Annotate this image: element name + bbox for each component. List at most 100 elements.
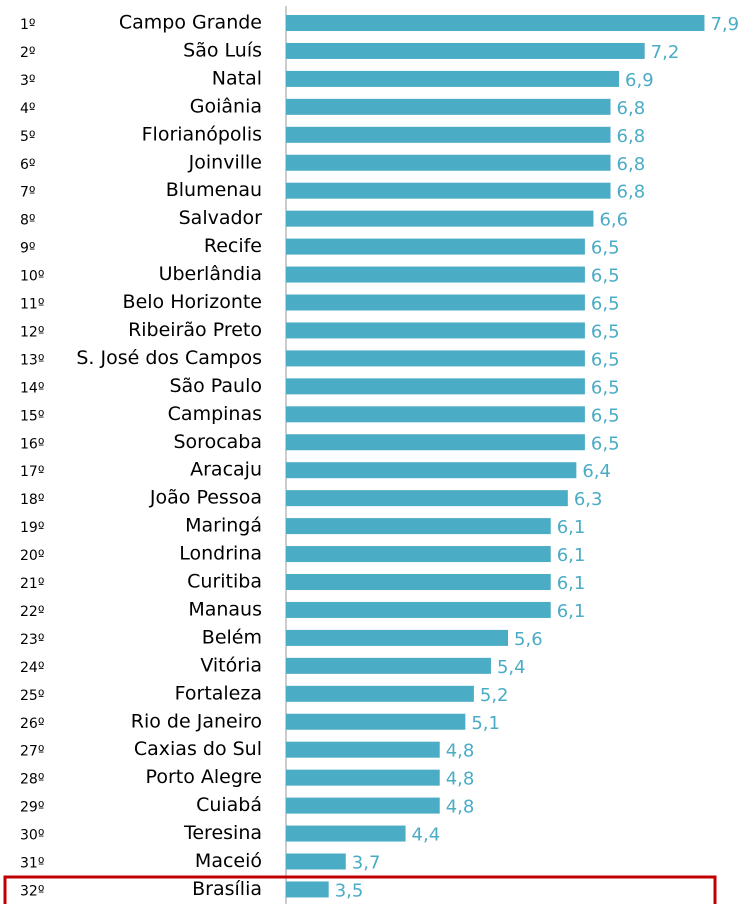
value-label: 5,6 [514,629,543,650]
rank-label: 30º [20,828,44,844]
rank-label: 12º [20,324,44,340]
value-label: 5,2 [480,685,509,706]
value-label: 6,8 [617,126,646,147]
category-label: Caxias do Sul [134,738,262,760]
category-label: Maceió [195,850,262,872]
value-label: 3,7 [352,853,381,874]
value-label: 6,5 [591,433,620,454]
value-label: 6,1 [557,545,586,566]
value-label: 6,9 [625,70,654,91]
bar [286,378,585,395]
value-label: 3,5 [335,880,364,901]
rank-label: 25º [20,688,44,704]
rank-label: 7º [20,185,36,201]
value-label: 7,2 [651,42,680,63]
bar [286,406,585,423]
value-label: 6,5 [591,405,620,426]
highlight-box [3,875,717,904]
bar [286,797,440,814]
rank-label: 31º [20,856,44,872]
category-label: Ribeirão Preto [128,319,262,341]
bar [286,42,645,59]
rank-label: 17º [20,464,44,480]
bar [286,154,611,171]
value-label: 6,5 [591,238,620,259]
value-label: 6,4 [582,461,611,482]
bar [286,518,551,535]
bar [286,713,466,730]
value-label: 6,5 [591,377,620,398]
rank-label: 27º [20,744,44,760]
value-label: 6,8 [617,182,646,203]
rank-label: 26º [20,716,44,732]
rank-label: 28º [20,772,44,788]
category-label: São Luís [183,39,262,61]
category-label: Uberlândia [159,263,262,285]
rank-label: 29º [20,800,44,816]
category-label: João Pessoa [149,487,262,509]
bar [286,601,551,618]
value-label: 5,4 [497,657,526,678]
category-label: Aracaju [190,459,262,481]
rank-label: 3º [20,73,36,89]
value-label: 4,4 [412,825,441,846]
bar [286,434,585,451]
category-label: Porto Alegre [146,766,262,788]
rank-label: 2º [20,45,36,61]
value-label: 6,5 [591,321,620,342]
category-label: Sorocaba [174,431,263,453]
value-label: 6,1 [557,601,586,622]
category-label: São Paulo [169,375,262,397]
value-label: 6,8 [617,98,646,119]
bar [286,98,611,115]
category-label: Brasília [192,878,262,900]
bar [286,238,585,255]
category-label: Florianópolis [142,123,262,145]
category-label: Goiânia [190,95,262,117]
rank-label: 9º [20,241,36,257]
bar [286,15,705,31]
rank-label: 5º [20,129,36,145]
rank-label: 15º [20,408,44,424]
category-label: Cuiabá [196,794,262,816]
rank-label: 1º [20,17,36,33]
rank-label: 22º [20,604,44,620]
value-label: 7,9 [710,14,739,35]
rank-label: 32º [20,883,44,899]
rank-label: 23º [20,632,44,648]
bar [286,182,611,199]
rank-label: 6º [20,157,36,173]
category-label: Rio de Janeiro [131,710,262,732]
rank-label: 13º [20,352,44,368]
category-label: Joinville [188,151,262,173]
bar [286,657,491,674]
rank-label: 14º [20,380,44,396]
category-label: Campinas [168,403,262,425]
rank-label: 4º [20,101,36,117]
rank-label: 16º [20,436,44,452]
bar [286,294,585,311]
bar [286,685,474,702]
rank-label: 18º [20,492,44,508]
bar [286,350,585,367]
bar [286,322,585,339]
bar [286,574,551,590]
value-label: 6,5 [591,266,620,287]
value-label: 4,8 [446,797,475,818]
bar [286,853,346,870]
rank-label: 10º [20,269,44,285]
value-label: 6,5 [591,294,620,315]
rank-label: 20º [20,548,44,564]
category-label: Recife [204,235,262,257]
category-label: Londrina [179,543,262,565]
category-label: Maringá [185,515,262,537]
category-label: Natal [212,67,262,89]
value-label: 6,5 [591,349,620,370]
rank-label: 11º [20,297,44,313]
bar [286,825,406,842]
value-label: 5,1 [471,713,500,734]
value-label: 6,6 [599,210,628,231]
value-label: 6,1 [557,573,586,594]
category-label: Curitiba [187,571,262,593]
